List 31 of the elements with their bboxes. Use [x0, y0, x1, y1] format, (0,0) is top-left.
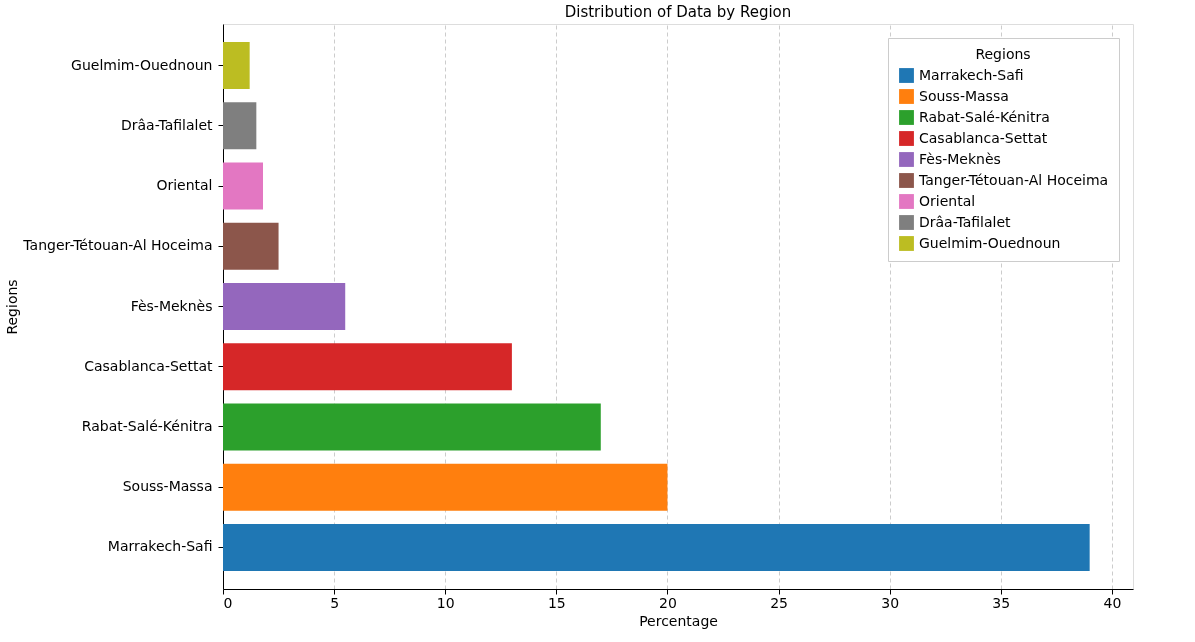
- y-tick-label: Oriental: [156, 177, 213, 194]
- chart-title: Distribution of Data by Region: [564, 3, 792, 21]
- x-tick-label: 30: [881, 594, 900, 611]
- y-tick-label: Tanger-Tétouan-Al Hoceima: [22, 237, 213, 254]
- legend-label: Tanger-Tétouan-Al Hoceima: [918, 171, 1109, 188]
- x-axis-title: Percentage: [639, 612, 718, 629]
- x-tick-label: 25: [770, 594, 788, 611]
- legend-title: Regions: [975, 46, 1031, 62]
- legend-label: Marrakech-Safi: [919, 66, 1024, 83]
- y-axis-title: Regions: [3, 279, 20, 335]
- x-tick-label: 20: [659, 594, 677, 611]
- x-tick-label: 0: [223, 594, 233, 611]
- y-tick-label: Casablanca-Settat: [84, 357, 213, 374]
- x-tick-label: 15: [547, 594, 566, 611]
- y-tick-label: Drâa-Tafilalet: [120, 116, 213, 133]
- x-tick-label: 10: [436, 594, 455, 611]
- legend-label: Drâa-Tafilalet: [919, 213, 1012, 230]
- legend-label: Casablanca-Settat: [919, 129, 1048, 146]
- x-tick-label: 35: [992, 594, 1011, 611]
- legend-label: Guelmim-Ouednoun: [919, 234, 1061, 251]
- y-tick-label: Fès-Meknès: [130, 297, 213, 314]
- legend-label: Oriental: [919, 192, 976, 209]
- y-tick-label: Rabat-Salé-Kénitra: [81, 417, 213, 434]
- y-tick-label: Souss-Massa: [122, 478, 213, 495]
- y-tick-label: Guelmim-Ouednoun: [71, 56, 213, 73]
- legend-label: Fès-Meknès: [919, 150, 1001, 167]
- y-tick-label: Marrakech-Safi: [107, 538, 213, 555]
- x-tick-label: 40: [1103, 594, 1122, 611]
- legend-label: Rabat-Salé-Kénitra: [919, 108, 1050, 125]
- legend-label: Souss-Massa: [919, 87, 1009, 104]
- x-tick-label: 5: [330, 594, 340, 611]
